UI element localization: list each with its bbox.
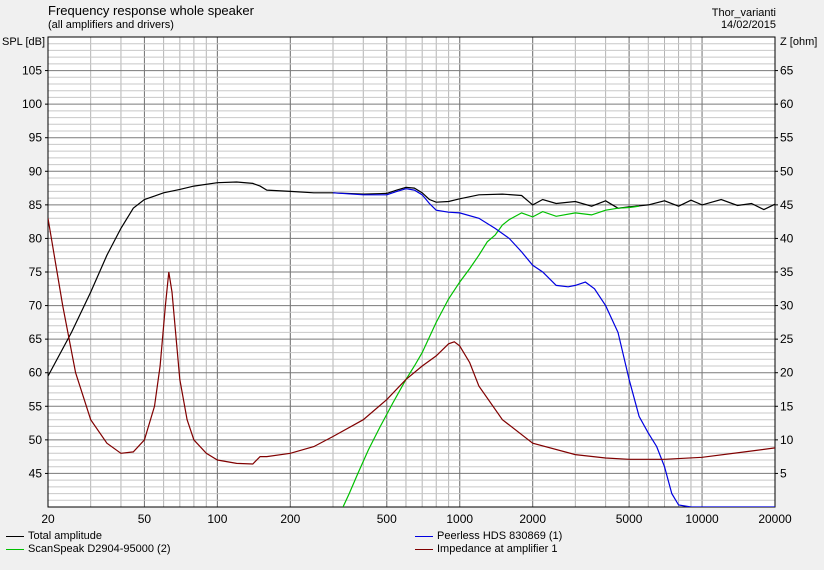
legend-entry: Impedance at amplifier 1 <box>415 543 557 555</box>
legend-swatch <box>6 548 24 550</box>
y-tick-label-left: 100 <box>22 97 42 111</box>
legend-label: Total amplitude <box>28 530 102 542</box>
x-tick-label: 50 <box>138 512 152 526</box>
y-tick-label-right: 40 <box>780 231 794 245</box>
legend-swatch <box>415 548 433 550</box>
y-tick-label-left: 65 <box>29 332 43 346</box>
x-tick-label: 1000 <box>446 512 473 526</box>
chart-subtitle: (all amplifiers and drivers) <box>48 19 174 31</box>
y-tick-label-right: 25 <box>780 332 794 346</box>
y-tick-label-left: 75 <box>29 265 43 279</box>
y-tick-label-left: 55 <box>29 399 43 413</box>
y-tick-label-right: 60 <box>780 97 794 111</box>
y-tick-label-left: 90 <box>29 164 43 178</box>
y-tick-label-right: 55 <box>780 131 794 145</box>
series-scanspeak <box>342 205 640 507</box>
legend-label: Impedance at amplifier 1 <box>437 543 558 555</box>
x-tick-label: 2000 <box>519 512 546 526</box>
x-tick-label: 5000 <box>616 512 643 526</box>
y-tick-label-left: 80 <box>29 231 43 245</box>
y-tick-label-left: 45 <box>29 466 43 480</box>
project-name: Thor_varianti <box>711 7 776 19</box>
legend-entry: ScanSpeak D2904-95000 (2) <box>6 543 170 555</box>
x-tick-label: 200 <box>280 512 300 526</box>
legend-entry: Total amplitude <box>6 530 102 542</box>
y-tick-label-right: 35 <box>780 265 794 279</box>
y-tick-label-right: 5 <box>780 466 787 480</box>
chart-title: Frequency response whole speaker <box>48 3 254 18</box>
y-tick-label-left: 85 <box>29 198 43 212</box>
y-tick-label-left: 50 <box>29 433 43 447</box>
y-tick-label-right: 50 <box>780 164 794 178</box>
legend-label: Peerless HDS 830869 (1) <box>437 530 563 542</box>
chart-date: 14/02/2015 <box>720 19 776 31</box>
y-tick-label-left: 60 <box>29 366 43 380</box>
y-tick-label-right: 30 <box>780 299 794 313</box>
y-tick-label-right: 65 <box>780 64 794 78</box>
y-axis-label-right: Z [ohm] <box>780 36 818 48</box>
series-peerless <box>332 188 775 507</box>
legend-label: ScanSpeak D2904-95000 (2) <box>28 543 171 555</box>
y-tick-label-left: 105 <box>22 64 42 78</box>
x-tick-label: 100 <box>207 512 227 526</box>
y-tick-label-left: 95 <box>29 131 43 145</box>
series-impedance <box>48 218 775 465</box>
x-tick-label: 10000 <box>685 512 719 526</box>
y-tick-label-right: 10 <box>780 433 794 447</box>
x-tick-label: 500 <box>377 512 397 526</box>
y-tick-label-right: 15 <box>780 399 794 413</box>
legend-swatch <box>415 535 433 537</box>
x-tick-label: 20000 <box>758 512 792 526</box>
y-tick-label-left: 70 <box>29 299 43 313</box>
series-total-amplitude <box>48 181 775 377</box>
y-tick-label-right: 45 <box>780 198 794 212</box>
legend-entry: Peerless HDS 830869 (1) <box>415 530 562 542</box>
y-tick-label-right: 20 <box>780 366 794 380</box>
x-tick-label: 20 <box>41 512 55 526</box>
y-axis-label-left: SPL [dB] <box>2 36 46 48</box>
legend-swatch <box>6 535 24 537</box>
